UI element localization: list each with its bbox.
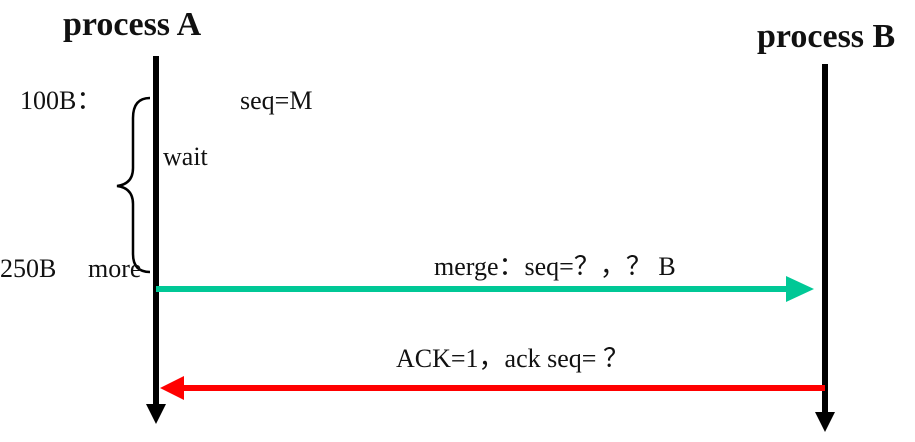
merge-message-label: merge：seq=？，？ B	[434, 252, 676, 281]
process-a-lifeline-arrowhead	[146, 404, 166, 424]
first-segment-size-label: 100B：	[20, 86, 103, 115]
wait-label: wait	[163, 142, 208, 171]
first-seq-label: seq=M	[240, 86, 313, 115]
process-a-title: process A	[63, 6, 202, 43]
process-b-title: process B	[757, 18, 896, 55]
wait-brace-icon	[116, 96, 151, 274]
merge-message-arrowhead	[786, 276, 814, 302]
ack-message-label: ACK=1，ack seq= ？	[396, 344, 629, 373]
more-label: more	[88, 254, 142, 283]
ack-message-arrowhead	[160, 376, 184, 400]
process-b-lifeline-arrowhead	[815, 412, 835, 432]
second-segment-size-label: 250B	[0, 254, 57, 283]
